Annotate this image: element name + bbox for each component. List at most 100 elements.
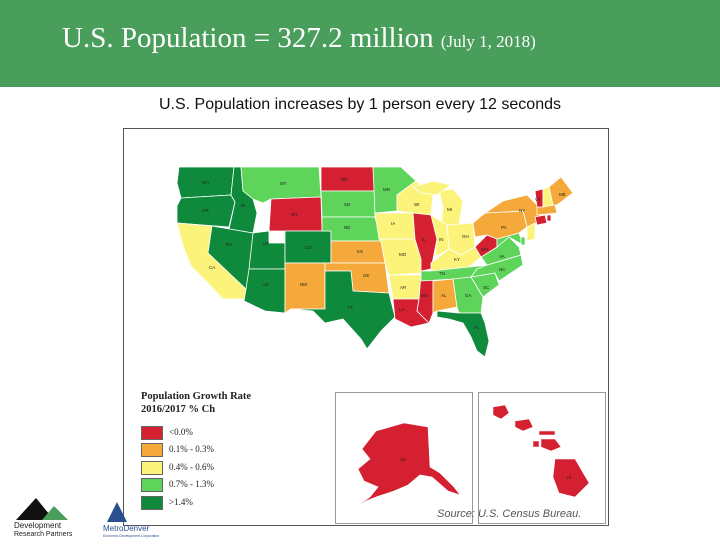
- state-NC: [470, 254, 524, 282]
- legend-item: <0.0%: [141, 426, 193, 440]
- label-NE: NE: [344, 225, 350, 230]
- legend-title-line1: Population Growth Rate: [141, 391, 252, 402]
- state-labels: WA OR CA ID NV MT WY UT AZ CO NM ND SD N…: [202, 177, 566, 330]
- state-RI: [546, 214, 552, 222]
- legend-item: >1.4%: [141, 496, 193, 510]
- label-NY: NY: [519, 208, 525, 213]
- label-TN: TN: [439, 271, 445, 276]
- state-AK: [349, 422, 461, 512]
- page-title: U.S. Population = 327.2 million (July 1,…: [62, 22, 536, 55]
- hawaii-island-molokai: [538, 430, 556, 436]
- label-MT: MT: [280, 181, 287, 186]
- label-AL: AL: [441, 293, 447, 298]
- state-NM: [284, 262, 326, 314]
- legend-swatch: [141, 461, 163, 475]
- metro-denver-sub: Economic Development Corporation: [103, 534, 159, 538]
- state-IA: [374, 212, 416, 240]
- label-AZ: AZ: [263, 282, 269, 287]
- legend-item: 0.1% - 0.3%: [141, 443, 214, 457]
- label-PA: PA: [501, 225, 507, 230]
- header-bar: U.S. Population = 327.2 million (July 1,…: [0, 0, 720, 87]
- drp-mountain-icon: [16, 498, 54, 520]
- label-MI: MI: [447, 207, 452, 212]
- label-NC: NC: [499, 267, 506, 272]
- legend-label: 0.1% - 0.3%: [169, 444, 214, 455]
- legend-label: 0.4% - 0.6%: [169, 462, 214, 473]
- metro-denver-logo: MetroDenver Economic Development Corpora…: [103, 500, 173, 545]
- label-IL: IL: [422, 237, 426, 242]
- label-WA: WA: [202, 180, 209, 185]
- label-MN: MN: [383, 187, 390, 192]
- label-SC: SC: [483, 285, 490, 290]
- state-NE: [321, 216, 382, 242]
- state-AZ: [243, 268, 286, 314]
- label-SD: SD: [344, 202, 351, 207]
- subtitle: U.S. Population increases by 1 person ev…: [158, 96, 561, 113]
- legend-swatch: [141, 426, 163, 440]
- source-note: Source: U.S. Census Bureau.: [437, 508, 582, 520]
- state-FL: [436, 310, 490, 358]
- label-FL: FL: [474, 325, 480, 330]
- drp-logo: Development Research Partners: [14, 496, 94, 543]
- label-ND: ND: [341, 177, 348, 182]
- metro-denver-mountain-icon: [107, 502, 127, 522]
- label-MO: MO: [399, 252, 407, 257]
- label-LA: LA: [399, 307, 405, 312]
- label-UT: UT: [263, 241, 269, 246]
- hawaii-island-kauai: [492, 404, 510, 420]
- legend-label: >1.4%: [169, 497, 193, 508]
- legend: Population Growth Rate 2016/2017 % Ch <0…: [141, 390, 252, 510]
- label-OH: OH: [462, 234, 469, 239]
- label-CA: CA: [209, 265, 215, 270]
- label-OK: OK: [363, 273, 370, 278]
- metro-denver-name: MetroDenver: [103, 524, 150, 533]
- drp-line2: Research Partners: [14, 531, 73, 538]
- hawaii-inset: HI: [478, 392, 606, 524]
- title-main: U.S. Population = 327.2 million: [62, 22, 434, 54]
- alaska-inset: AK: [335, 392, 473, 524]
- label-AK: AK: [400, 457, 406, 462]
- legend-item: 0.7% - 1.3%: [141, 478, 214, 492]
- legend-swatch: [141, 496, 163, 510]
- label-AR: AR: [400, 285, 407, 290]
- label-WV: WV: [481, 247, 488, 252]
- label-WI: WI: [414, 202, 420, 207]
- label-KY: KY: [454, 257, 460, 262]
- state-ND: [320, 166, 376, 192]
- legend-item: 0.4% - 0.6%: [141, 461, 214, 475]
- hawaii-island-lanai: [532, 440, 540, 448]
- state-ME: [548, 176, 574, 206]
- label-GA: GA: [465, 293, 472, 298]
- hawaii-island-oahu: [514, 418, 534, 432]
- legend-title-line2: 2016/2017 % Ch: [141, 404, 216, 415]
- label-IA: IA: [391, 221, 395, 226]
- label-VT: VT: [535, 197, 541, 202]
- label-IN: IN: [439, 237, 444, 242]
- label-WY: WY: [291, 212, 298, 217]
- legend-swatch: [141, 478, 163, 492]
- label-OR: OR: [202, 208, 210, 213]
- map-frame: WA OR CA ID NV MT WY UT AZ CO NM ND SD N…: [123, 128, 609, 526]
- label-ME: ME: [559, 192, 566, 197]
- state-IN: [430, 214, 450, 258]
- state-MT: [240, 166, 322, 204]
- title-date: (July 1, 2018): [440, 32, 536, 51]
- state-DE: [520, 236, 526, 246]
- label-NV: NV: [226, 242, 232, 247]
- label-VA: VA: [499, 254, 505, 259]
- label-MS: MS: [421, 293, 428, 298]
- state-TX: [290, 270, 396, 350]
- label-TX: TX: [347, 305, 353, 310]
- drp-mountain-green-icon: [42, 506, 68, 520]
- drp-line1: Development: [14, 521, 62, 530]
- hawaii-island-big: [552, 458, 590, 498]
- label-ID: ID: [241, 203, 246, 208]
- state-UT: [248, 230, 286, 270]
- us-map: WA OR CA ID NV MT WY UT AZ CO NM ND SD N…: [176, 166, 574, 358]
- label-CO: CO: [305, 245, 312, 250]
- state-NJ: [526, 222, 536, 242]
- state-AL: [432, 278, 458, 314]
- label-HI: HI: [567, 475, 572, 480]
- hawaii-island-maui: [540, 438, 562, 452]
- label-KS: KS: [357, 249, 363, 254]
